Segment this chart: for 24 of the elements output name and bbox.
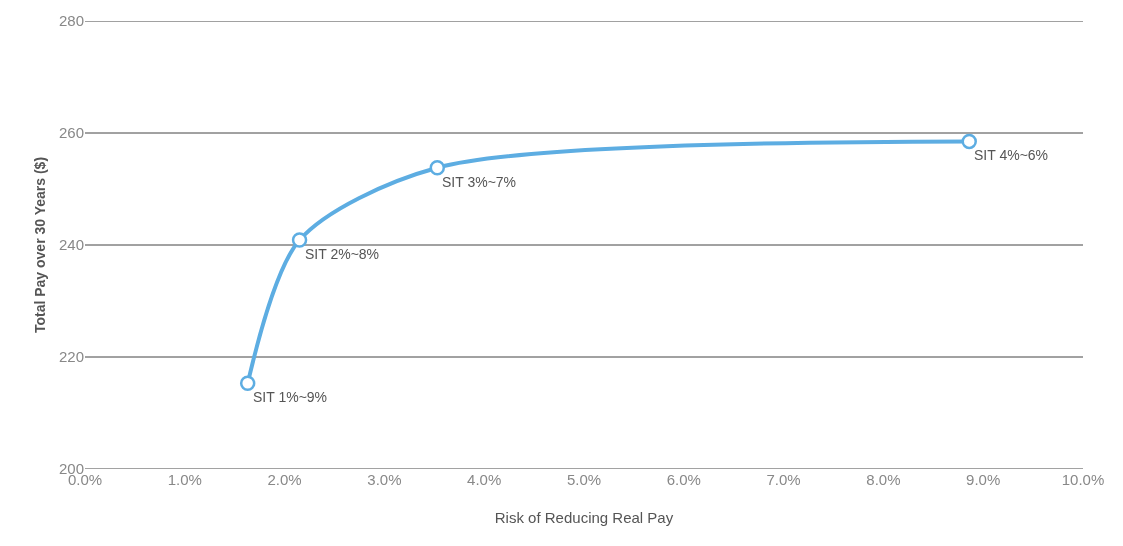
x-tick-label: 4.0%	[467, 471, 502, 488]
point	[239, 375, 256, 392]
x-tick-label: 3.0%	[367, 471, 402, 488]
annotation: SIT 4%~6%	[974, 147, 1049, 163]
y-axis-title: Total Pay over 30 Years ($)	[31, 156, 48, 334]
y-tick-label: 240	[58, 236, 84, 254]
x-tick-label: 9.0%	[966, 471, 1001, 488]
y-tick-label: 220	[58, 348, 84, 366]
x-axis-title: Risk of Reducing Real Pay	[494, 509, 674, 526]
point	[291, 232, 308, 248]
x-tick-label: 1.0%	[167, 471, 202, 488]
x-tick-label: 10.0%	[1061, 471, 1105, 488]
point	[429, 159, 446, 176]
annotation: SIT 2%~8%	[305, 246, 380, 262]
y-tick-label: 260	[58, 124, 84, 142]
x-tick-label: 7.0%	[766, 471, 801, 488]
point	[961, 133, 977, 150]
annotation: SIT 1%~9%	[253, 389, 328, 405]
x-tick-label: 6.0%	[666, 471, 701, 488]
y-tick-label: 280	[58, 12, 84, 30]
annotation: SIT 3%~7%	[442, 174, 517, 190]
x-tick-label: 5.0%	[566, 471, 602, 488]
x-tick-label: 2.0%	[267, 471, 302, 488]
x-tick-label: 8.0%	[866, 471, 901, 488]
